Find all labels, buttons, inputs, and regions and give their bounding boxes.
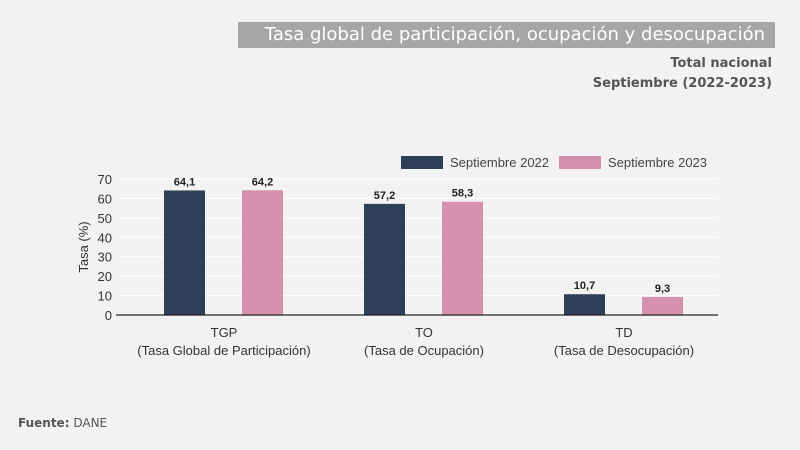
legend-label: Septiembre 2022 <box>450 155 549 170</box>
data-label: 64,2 <box>252 176 273 188</box>
bar <box>564 294 605 315</box>
x-tick-sublabel: (Tasa de Desocupación) <box>554 343 694 358</box>
legend-label: Septiembre 2023 <box>608 155 707 170</box>
x-tick-label: TO <box>415 325 433 340</box>
bar <box>364 203 405 315</box>
x-tick-label: TD <box>615 325 632 340</box>
bar <box>242 190 283 315</box>
source-value: DANE <box>73 416 108 430</box>
data-label: 10,7 <box>574 280 595 292</box>
y-tick-label: 20 <box>98 269 112 284</box>
x-tick-sublabel: (Tasa Global de Participación) <box>137 343 310 358</box>
y-tick-label: 60 <box>98 191 112 206</box>
legend-swatch <box>559 156 601 169</box>
source-note: Fuente: DANE <box>18 416 107 430</box>
y-tick-label: 30 <box>98 250 112 265</box>
bar <box>442 201 483 315</box>
y-tick-label: 0 <box>105 308 112 323</box>
legend-swatch <box>401 156 443 169</box>
source-label: Fuente: <box>18 416 70 430</box>
data-label: 57,2 <box>374 190 395 202</box>
data-label: 64,1 <box>174 176 195 188</box>
x-tick-label: TGP <box>211 325 238 340</box>
subtitle-period: Septiembre (2022-2023) <box>592 76 772 91</box>
y-tick-label: 10 <box>98 289 112 304</box>
y-tick-label: 70 <box>98 172 112 187</box>
y-tick-label: 50 <box>98 211 112 226</box>
y-axis-label: Tasa (%) <box>76 221 91 272</box>
subtitle-scope: Total nacional <box>670 56 772 71</box>
x-tick-sublabel: (Tasa de Ocupación) <box>364 343 484 358</box>
data-label: 9,3 <box>655 283 670 295</box>
data-label: 58,3 <box>452 188 473 200</box>
chart-title: Tasa global de participación, ocupación … <box>238 22 775 48</box>
bar <box>642 296 683 315</box>
bar <box>164 190 205 315</box>
y-tick-label: 40 <box>98 230 112 245</box>
